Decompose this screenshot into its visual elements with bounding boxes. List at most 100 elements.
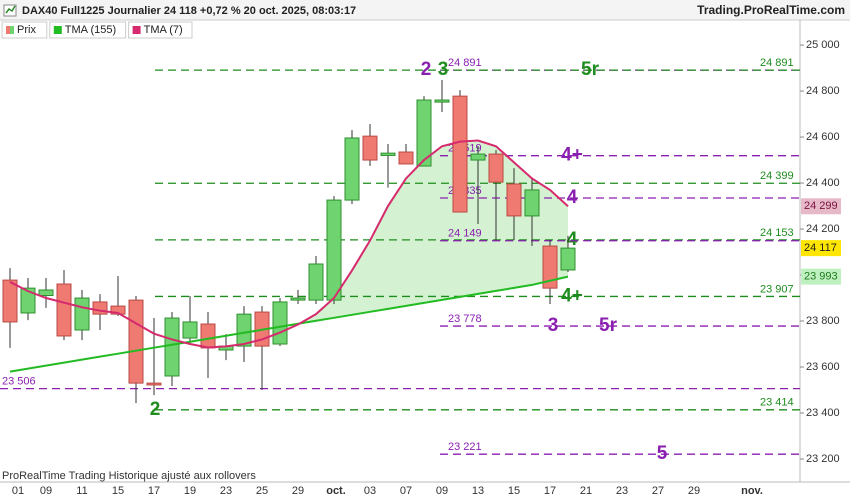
header-bar: [0, 0, 850, 20]
source: Trading.ProRealTime.com: [697, 3, 845, 17]
y-tick-label: 23 400: [806, 407, 840, 419]
candle-body: [164, 317, 180, 377]
x-tick-label: 23: [220, 485, 232, 497]
x-tick-label: 29: [688, 485, 700, 497]
footer: ProRealTime Trading Historique ajusté au…: [2, 470, 256, 482]
level-tag: 2: [421, 59, 432, 80]
tma-line: [9, 275, 569, 373]
level-label: 24 891: [760, 57, 794, 69]
legend-item: [49, 21, 127, 39]
candle-body: [182, 321, 198, 339]
candle-body: [542, 245, 558, 289]
tma155-last-box: [801, 268, 841, 285]
level-label: 23 778: [448, 313, 482, 325]
x-tick-label: 25: [256, 485, 268, 497]
tma-fill: [298, 140, 568, 325]
tma155-last-label: 23 993: [804, 271, 838, 283]
legend-item: [128, 21, 193, 39]
chart-title: DAX40 Full1225 Journalier 24 118 +0,72 %…: [22, 5, 356, 17]
y-tick-label: 23 600: [806, 361, 840, 373]
x-tick-label: 09: [436, 485, 448, 497]
x-tick-label: 27: [652, 485, 664, 497]
level-tag: 3: [548, 315, 559, 336]
legend-label: Prix: [17, 24, 36, 36]
level-label: 23 506: [2, 376, 36, 388]
level-label: 24 149: [448, 228, 482, 240]
level-tag: 5r: [581, 59, 600, 80]
y-tick-label: 25 000: [806, 39, 840, 51]
price-last-label: 24 117: [804, 242, 837, 254]
x-tick-label: 01: [12, 485, 24, 497]
level-label: 24 153: [760, 227, 794, 239]
level-label: 23 414: [760, 397, 794, 409]
legend-swatch: [53, 26, 62, 34]
level-label: 23 907: [760, 283, 794, 295]
level-label: 23 221: [448, 441, 482, 453]
x-tick-label: 07: [400, 485, 412, 497]
x-tick-label: 17: [148, 485, 160, 497]
candle-body: [200, 323, 216, 349]
x-tick-label: 13: [472, 485, 484, 497]
x-tick-label: 03: [364, 485, 376, 497]
candle-body: [398, 151, 414, 165]
level-label: 24 891: [448, 57, 482, 69]
tma7-last-box: [801, 198, 841, 215]
candle-body: [362, 135, 378, 161]
legend-swatch: [10, 26, 14, 34]
legend-label: TMA (155): [65, 24, 116, 36]
candle-body: [272, 301, 288, 345]
x-tick-label: 15: [508, 485, 520, 497]
level-tag: 5: [657, 443, 668, 464]
level-tag: 2: [150, 399, 161, 420]
candle-body: [2, 279, 18, 323]
level-tag: 4+: [561, 285, 583, 306]
price-last-box: [801, 240, 841, 257]
x-tick-label: 17: [544, 485, 556, 497]
x-tick-label: 15: [112, 485, 124, 497]
candle-body: [524, 189, 540, 217]
candle-body: [506, 183, 522, 217]
candle-body: [128, 299, 144, 384]
header-icon-line: [5, 5, 16, 14]
legend-swatch: [132, 26, 141, 34]
candle-body: [380, 152, 396, 156]
y-tick-label: 23 800: [806, 315, 840, 327]
candle-body: [488, 153, 504, 183]
level-tag: 4+: [561, 145, 583, 166]
x-tick-label: 29: [292, 485, 304, 497]
candle-body: [308, 263, 324, 301]
y-tick-label: 24 600: [806, 131, 840, 143]
legend-swatch: [6, 26, 10, 34]
level-label: 24 399: [760, 170, 794, 182]
candle-body: [560, 247, 576, 271]
candle-body: [74, 297, 90, 331]
candle-body: [434, 99, 450, 103]
x-tick-label: nov.: [741, 485, 763, 497]
x-tick-label: 19: [184, 485, 196, 497]
y-tick-label: 24 200: [806, 223, 840, 235]
candle-body: [326, 199, 342, 301]
level-tag: 5r: [599, 315, 618, 336]
candle-body: [344, 137, 360, 201]
level-tag: 3: [438, 59, 449, 80]
level-tag: 4: [567, 229, 578, 250]
level-tag: 4: [567, 187, 578, 208]
legend-label: TMA (7): [144, 24, 183, 36]
candle-body: [452, 95, 468, 213]
x-tick-label: 21: [580, 485, 592, 497]
y-tick-label: 23 200: [806, 453, 840, 465]
candle-body: [416, 99, 432, 167]
candle-body: [56, 283, 72, 337]
candle-body: [236, 313, 252, 347]
y-tick-label: 24 400: [806, 177, 840, 189]
candle-body: [470, 153, 486, 161]
x-tick-label: 23: [616, 485, 628, 497]
y-tick-label: 24 800: [806, 85, 840, 97]
candle-body: [20, 287, 36, 314]
x-tick-label: oct.: [326, 485, 346, 497]
candle-body: [146, 382, 162, 386]
x-tick-label: 09: [40, 485, 52, 497]
candle-body: [290, 297, 306, 301]
x-tick-label: 11: [76, 485, 87, 497]
